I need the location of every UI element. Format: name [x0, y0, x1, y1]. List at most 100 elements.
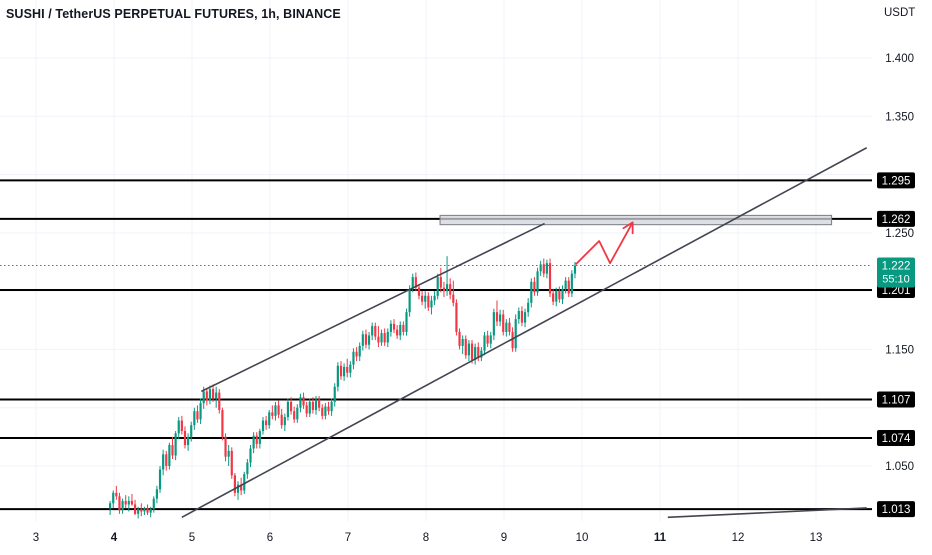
candle-body: [343, 366, 346, 377]
candle-body: [115, 492, 118, 497]
candle-body: [190, 425, 193, 437]
candle-body: [558, 291, 561, 300]
candles: [109, 256, 577, 519]
candle-body: [236, 484, 240, 493]
candle-body: [246, 462, 249, 475]
candle-body: [205, 391, 208, 401]
candle-body: [389, 323, 392, 332]
candle-body: [218, 392, 221, 411]
y-tick-label: 1.350: [885, 111, 914, 123]
candle-body: [199, 403, 202, 420]
candle-body: [489, 335, 492, 344]
resistance-zone: [439, 214, 833, 226]
candle-body: [215, 392, 218, 399]
projection-layer: [575, 221, 634, 265]
x-tick-label: 10: [576, 532, 589, 544]
candle-body: [442, 287, 446, 292]
candle-body: [539, 264, 542, 272]
candle-body: [417, 287, 421, 296]
candle-body: [224, 436, 227, 457]
candle-body: [548, 263, 552, 294]
candle-body: [461, 338, 464, 346]
candle-body: [402, 324, 405, 332]
candle-body: [530, 281, 533, 303]
candle-countdown-label: 55:10: [882, 273, 910, 285]
candle-body: [392, 323, 396, 330]
candle-body: [339, 365, 343, 377]
candle-body: [361, 334, 364, 346]
candle-body: [180, 420, 183, 432]
candle-body: [467, 343, 470, 356]
candle-body: [411, 277, 414, 289]
level-badge-label: 1.013: [882, 504, 911, 516]
candle-body: [514, 319, 517, 349]
candle-body: [455, 302, 458, 332]
candle-body: [165, 454, 168, 466]
level-badge: [877, 391, 915, 408]
level-badge-label: 1.262: [882, 214, 911, 226]
candle-body: [383, 333, 386, 343]
level-badge: [877, 430, 915, 447]
candle-body: [536, 271, 539, 293]
candle-body: [527, 302, 530, 313]
y-tick-label: 1.150: [885, 344, 914, 356]
level-badge-label: 1.295: [882, 175, 911, 187]
candle-body: [445, 284, 449, 292]
candle-body: [545, 263, 548, 274]
candle-body: [146, 507, 149, 513]
candle-body: [523, 312, 527, 323]
candle-body: [542, 264, 545, 274]
candle-body: [336, 365, 339, 387]
candle-body: [427, 295, 430, 308]
candle-body: [121, 500, 124, 511]
candle-body: [283, 417, 286, 426]
candle-body: [255, 435, 258, 444]
candle-body: [208, 389, 212, 401]
candle-body: [143, 507, 146, 512]
candle-body: [152, 498, 155, 510]
level-badge-label: 1.107: [882, 395, 911, 407]
candle-body: [517, 310, 520, 320]
candle-body: [158, 469, 162, 490]
y-tick-label: 1.050: [885, 461, 914, 473]
x-tick-label: 11: [654, 532, 667, 544]
candle-body: [149, 509, 152, 513]
channel-lower: [181, 147, 868, 518]
candle-body: [196, 411, 199, 420]
candle-body: [174, 433, 177, 456]
candle-body: [483, 335, 486, 351]
candle-body: [327, 406, 330, 412]
candle-body: [492, 312, 495, 336]
candle-body: [124, 500, 127, 505]
candle-body: [396, 329, 399, 336]
candle-body: [280, 414, 283, 426]
candle-body: [133, 504, 137, 514]
candle-body: [552, 293, 555, 302]
candle-body: [330, 401, 333, 412]
candle-body: [289, 401, 293, 412]
candle-body: [499, 314, 502, 322]
candle-body: [127, 500, 130, 505]
candle-body: [140, 509, 143, 512]
candle-body: [408, 288, 411, 313]
candle-body: [508, 322, 511, 332]
x-tick-label: 5: [189, 532, 195, 544]
x-tick-label: 7: [345, 532, 351, 544]
candle-body: [405, 312, 408, 332]
grid: [0, 0, 872, 521]
candle-body: [399, 324, 402, 336]
candle-body: [268, 412, 271, 426]
candle-body: [371, 326, 374, 336]
candle-body: [230, 450, 233, 476]
candle-body: [424, 295, 427, 302]
candle-body: [171, 445, 174, 456]
candle-body: [477, 347, 480, 358]
candle-body: [380, 333, 383, 343]
candle-body: [137, 509, 140, 514]
candle-body: [162, 454, 165, 470]
candle-body: [243, 474, 246, 491]
current-price-label: 1.222: [882, 260, 911, 272]
candle-body: [439, 277, 442, 288]
